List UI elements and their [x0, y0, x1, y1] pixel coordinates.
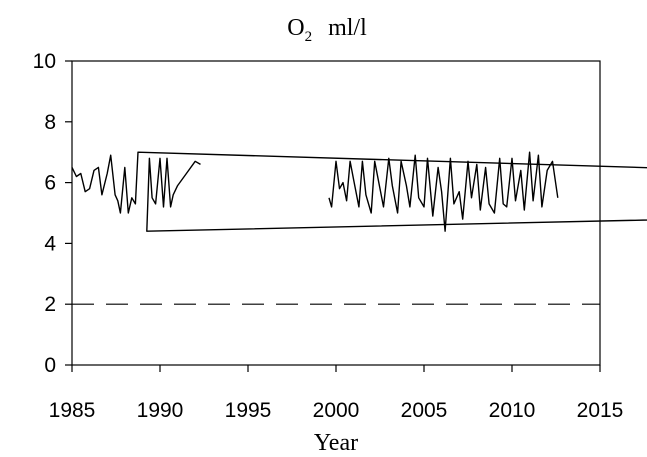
title-main: O	[287, 15, 304, 41]
x-tick-label: 2015	[577, 399, 624, 422]
x-tick-label: 2010	[489, 399, 536, 422]
y-tick-label: 6	[44, 172, 56, 195]
y-tick-label: 4	[44, 232, 56, 255]
series-group	[72, 152, 647, 231]
x-tick-label: 1985	[49, 399, 96, 422]
y-tick-label: 8	[44, 111, 56, 134]
plot-area-frame	[72, 61, 600, 365]
x-tick-label: 1995	[225, 399, 272, 422]
title-subscript: 2	[305, 29, 313, 45]
x-tick-label: 2005	[401, 399, 448, 422]
x-tick-label: 1990	[137, 399, 184, 422]
x-tick-label: 2000	[313, 399, 360, 422]
axis-ticks	[65, 61, 600, 372]
axis-tick-labels: 1985 1990 1995 2000 2005 2010 2015 0 2 4 6 8 10	[33, 50, 624, 422]
x-axis-label: Year	[314, 430, 358, 456]
y-tick-label: 10	[33, 50, 56, 73]
y-tick-label: 0	[44, 354, 56, 377]
chart-title: O2 ml/l	[287, 15, 367, 45]
title-unit: ml/l	[328, 15, 367, 41]
y-tick-label: 2	[44, 293, 56, 316]
